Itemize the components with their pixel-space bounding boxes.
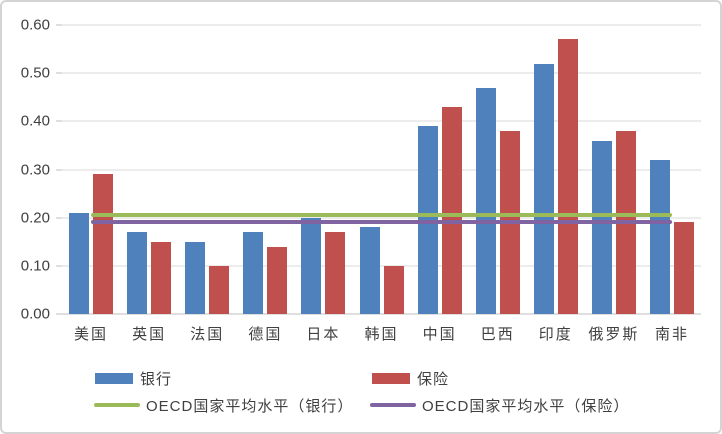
- bar-保险-印度: [557, 39, 578, 314]
- x-axis-label: 南非: [654, 326, 689, 343]
- y-axis-tick-label: 0.30: [20, 161, 50, 178]
- bar-保险-南非: [673, 222, 694, 314]
- bar-保险-中国: [441, 106, 462, 314]
- legend-label-insurance: 保险: [417, 370, 450, 388]
- bar-保险-法国: [209, 265, 230, 314]
- bar-group: [643, 25, 701, 314]
- y-axis-tick-label: 0.00: [20, 305, 50, 323]
- bar-group: [469, 25, 527, 314]
- bar-group: [527, 25, 585, 314]
- y-axis-tick-label: 0.50: [20, 64, 50, 82]
- gridline: [62, 120, 701, 122]
- bar-银行-美国: [69, 212, 90, 314]
- average-line-OECD国家平均水平（银行）: [91, 213, 672, 218]
- bar-group: [236, 25, 294, 314]
- legend-item-oecd-average-insurance: OECD国家平均水平（保险）: [370, 396, 630, 415]
- x-axis-label: 巴西: [480, 326, 515, 343]
- legend-item-bank: 银行: [95, 369, 173, 388]
- bar-银行-法国: [185, 241, 206, 314]
- gridline: [62, 265, 701, 267]
- y-axis-tick-label: 0.10: [20, 257, 50, 275]
- bar-保险-美国: [93, 174, 114, 314]
- gridline: [62, 72, 701, 74]
- x-axis-label: 法国: [190, 326, 225, 343]
- gridline: [62, 24, 701, 26]
- bar-银行-德国: [243, 232, 264, 314]
- legend-label-oecd-average-bank: OECD国家平均水平（银行）: [146, 397, 354, 415]
- bar-group: [120, 25, 178, 314]
- bar-银行-韩国: [359, 227, 380, 314]
- y-axis-tick: [56, 24, 62, 26]
- bar-group: [62, 25, 120, 314]
- bar-group: [178, 25, 236, 314]
- bar-银行-日本: [301, 217, 322, 314]
- bar-银行-印度: [533, 63, 554, 314]
- legend-line-swatch-oecd-bank: [94, 403, 140, 407]
- legend-swatch-bank: [95, 372, 133, 384]
- y-axis-tick: [56, 72, 62, 74]
- legend-item-insurance: 保险: [372, 369, 450, 388]
- bar-银行-南非: [649, 159, 670, 314]
- gridline: [62, 169, 701, 170]
- average-line-OECD国家平均水平（保险）: [91, 220, 672, 225]
- bar-保险-韩国: [383, 265, 404, 314]
- bar-银行-巴西: [475, 87, 496, 314]
- y-axis-tick: [56, 313, 62, 315]
- x-axis-label: 中国: [422, 326, 457, 343]
- gridline: [62, 217, 701, 219]
- bar-银行-中国: [417, 126, 438, 314]
- legend-line-swatch-oecd-insurance: [370, 403, 416, 407]
- y-axis-tick-label: 0.20: [20, 209, 50, 227]
- bar-group: [411, 25, 469, 314]
- bar-保险-英国: [151, 241, 172, 314]
- y-axis-tick: [56, 265, 62, 267]
- x-axis-label: 俄罗斯: [588, 326, 640, 343]
- x-axis-label: 英国: [132, 326, 167, 343]
- y-axis-tick: [56, 169, 62, 170]
- x-axis-labels: 美国 英国 法国 德国 日本 韩国 中国 巴西 印度 俄罗斯 南非: [62, 323, 701, 344]
- x-axis-label: 德国: [248, 326, 283, 343]
- bar-group: [294, 25, 352, 314]
- bar-保险-日本: [325, 232, 346, 314]
- y-axis-tick: [56, 120, 62, 122]
- legend-item-oecd-average-bank: OECD国家平均水平（银行）: [94, 396, 354, 415]
- plot-area: [56, 24, 701, 315]
- x-axis-label: 韩国: [364, 326, 399, 343]
- bar-group: [352, 25, 410, 314]
- bar-银行-英国: [127, 232, 148, 314]
- x-axis-label: 印度: [538, 326, 573, 343]
- y-axis-tick-label: 0.60: [20, 16, 50, 34]
- bar-group: [585, 25, 643, 314]
- bar-保险-德国: [267, 246, 288, 314]
- legend-swatch-insurance: [372, 372, 410, 384]
- y-axis: 0.00 0.10 0.20 0.30 0.40 0.50 0.60: [2, 18, 56, 322]
- y-axis-tick-label: 0.40: [20, 112, 50, 130]
- x-axis-label: 美国: [74, 326, 109, 343]
- legend-label-bank: 银行: [140, 370, 173, 388]
- y-axis-tick: [56, 217, 62, 219]
- bar-groups: [62, 25, 701, 314]
- x-axis-label: 日本: [306, 326, 341, 343]
- bar-银行-俄罗斯: [591, 140, 612, 314]
- x-axis-line: [62, 313, 701, 315]
- legend-label-oecd-average-insurance: OECD国家平均水平（保险）: [422, 397, 630, 415]
